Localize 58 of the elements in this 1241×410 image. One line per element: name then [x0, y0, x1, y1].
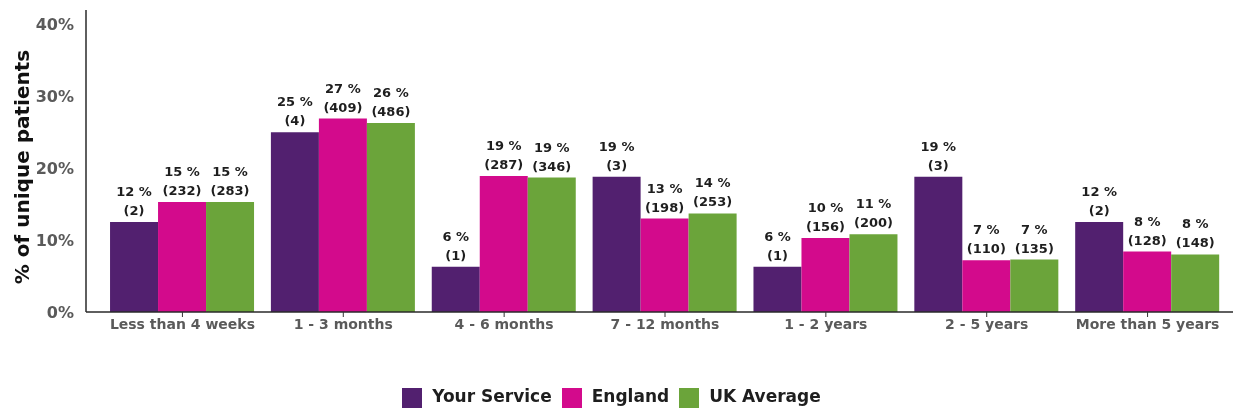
data-label: 26 % (486)	[371, 84, 411, 119]
bar	[270, 132, 319, 312]
bar	[206, 201, 255, 312]
x-tick-label: 1 - 2 years	[784, 315, 868, 332]
data-label: 13 % (198)	[645, 180, 685, 215]
x-tick-label: 2 - 5 years	[945, 315, 1029, 332]
bar	[640, 218, 689, 312]
data-label: 8 % (128)	[1127, 213, 1167, 248]
bar	[1171, 254, 1220, 312]
bar	[318, 118, 367, 312]
bar	[527, 177, 576, 312]
data-label: 12 % (2)	[1081, 184, 1118, 219]
bar	[914, 176, 963, 312]
y-tick-label: 30%	[35, 86, 74, 106]
bar	[592, 176, 641, 312]
data-label: 12 % (2)	[116, 184, 152, 219]
bar	[1123, 251, 1172, 312]
y-tick-label: 0%	[46, 302, 74, 322]
bar	[688, 213, 737, 312]
bar	[431, 266, 480, 312]
data-label: 10 % (156)	[805, 199, 845, 234]
data-label: 19 % (346)	[532, 139, 572, 174]
bar	[158, 201, 207, 312]
data-label: 6 % (1)	[764, 228, 791, 263]
y-axis-title: % of unique patients	[10, 49, 34, 285]
y-tick-label: 40%	[35, 15, 74, 35]
data-label: 8 % (148)	[1175, 216, 1215, 251]
data-label: 15 % (232)	[162, 163, 202, 198]
y-tick-label: 10%	[35, 230, 74, 250]
x-tick-label: 4 - 6 months	[454, 315, 554, 332]
data-label: 19 % (287)	[484, 138, 524, 173]
bar	[1010, 259, 1059, 312]
data-label: 14 % (253)	[693, 175, 733, 210]
data-label: 7 % (135)	[1014, 221, 1054, 256]
bar	[753, 266, 802, 312]
bar	[479, 176, 528, 312]
bar	[849, 234, 898, 312]
bar	[110, 222, 159, 312]
data-label: 7 % (110)	[966, 222, 1006, 257]
bar	[962, 260, 1011, 312]
data-label: 19 % (3)	[598, 138, 635, 173]
bar	[366, 122, 415, 312]
bar	[801, 237, 850, 312]
legend-label: UK Average	[709, 386, 821, 406]
data-label: 11 % (200)	[853, 196, 893, 231]
x-tick-label: 7 - 12 months	[610, 315, 720, 332]
legend-label: England	[591, 386, 670, 406]
data-label: 15 % (283)	[210, 163, 250, 198]
x-tick-label: More than 5 years	[1075, 315, 1220, 332]
x-tick-label: Less than 4 weeks	[109, 315, 255, 332]
x-tick-label: 1 - 3 months	[293, 315, 393, 332]
data-label: 27 % (409)	[323, 80, 363, 115]
data-label: 19 % (3)	[920, 138, 957, 173]
legend-label: Your Service	[432, 386, 552, 406]
data-label: 25 % (4)	[277, 94, 313, 129]
bar	[1075, 222, 1124, 312]
y-tick-label: 20%	[35, 158, 74, 178]
data-label: 6 % (1)	[442, 228, 470, 263]
